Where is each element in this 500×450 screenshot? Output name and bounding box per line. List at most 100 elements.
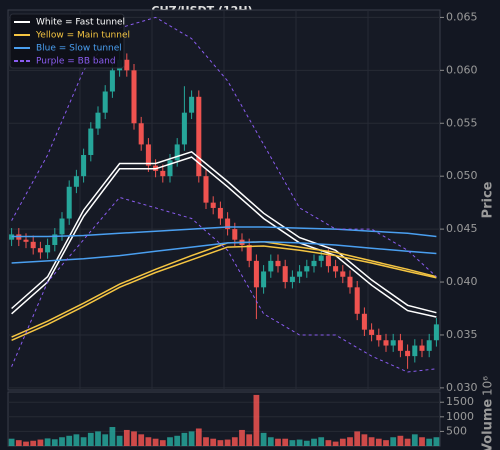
overlay-line — [11, 245, 437, 341]
volume-bar — [203, 437, 209, 446]
candle-body — [369, 329, 375, 335]
candle-body — [376, 334, 382, 341]
volume-bar — [253, 394, 260, 446]
volume-bar — [210, 438, 217, 446]
candle-body — [311, 260, 317, 267]
candle-body — [88, 128, 94, 156]
y-tick-label: 0.050 — [446, 169, 478, 182]
volume-bar — [433, 437, 440, 446]
volume-bar — [109, 427, 116, 446]
volume-bar — [368, 437, 375, 446]
volume-offset: 10⁶ — [481, 376, 495, 396]
y-tick-label: 0.065 — [446, 10, 478, 23]
volume-bar — [318, 437, 325, 446]
candle-body — [95, 112, 101, 129]
candle-body — [318, 255, 324, 261]
volume-bar — [30, 440, 37, 446]
candle-body — [289, 276, 295, 283]
overlay-line — [11, 226, 437, 238]
candle-body — [347, 276, 353, 288]
candle-body — [145, 144, 151, 166]
volume-bar — [246, 434, 253, 446]
volume-bar — [217, 440, 224, 446]
candle-body — [174, 144, 180, 161]
candle-body — [297, 271, 303, 277]
volume-bar — [37, 439, 44, 446]
candle-body — [246, 244, 252, 261]
candle-body — [45, 244, 51, 253]
volume-bar — [87, 432, 94, 446]
overlay-line — [11, 156, 437, 318]
volume-bar — [181, 432, 188, 446]
volume-bar — [311, 438, 317, 446]
candle-body — [225, 218, 231, 230]
volume-tick-label: 500 — [446, 424, 467, 437]
volume-bar — [231, 437, 238, 446]
candle-body — [433, 324, 439, 341]
volume-bar — [275, 438, 281, 446]
candle-body — [30, 241, 36, 249]
candle-body — [325, 255, 331, 267]
volume-bar — [174, 435, 181, 446]
candle-body — [167, 160, 173, 177]
volume-bar — [23, 441, 29, 446]
volume-bar — [404, 438, 411, 446]
volume-bar — [116, 435, 123, 446]
volume-bar — [426, 438, 433, 446]
volume-tick-label: 1000 — [446, 410, 474, 423]
y-tick-label: 0.040 — [446, 275, 478, 288]
candle-body — [390, 340, 396, 346]
volume-bar — [419, 437, 425, 446]
y-tick-label: 0.030 — [446, 381, 478, 394]
volume-bar — [131, 431, 137, 446]
volume-axis-label: Volume — [481, 399, 496, 450]
candle-body — [102, 91, 108, 113]
volume-bar — [224, 439, 231, 446]
candle-body — [160, 170, 166, 177]
volume-bar — [102, 434, 109, 446]
volume-bar — [73, 434, 80, 446]
volume-bar — [375, 438, 382, 446]
candle-body — [131, 70, 137, 124]
candle-body — [333, 266, 339, 272]
volume-tick-label: 1500 — [446, 395, 474, 408]
candle-body — [268, 260, 274, 272]
volume-bar — [80, 437, 87, 446]
volume-bar — [282, 438, 289, 446]
candle-body — [73, 176, 79, 187]
legend-label: Yellow = Main tunnel — [35, 31, 130, 41]
volume-bar — [15, 440, 22, 446]
volume-bar — [159, 440, 166, 446]
volume-bar — [44, 438, 51, 446]
volume-bar — [325, 440, 332, 446]
candle-body — [405, 350, 411, 357]
candle-body — [282, 266, 288, 283]
candle-body — [66, 186, 72, 219]
volume-bar — [152, 438, 159, 446]
y-tick-label: 0.055 — [446, 116, 478, 129]
y-tick-label: 0.045 — [446, 222, 478, 235]
candle-body — [412, 345, 418, 357]
volume-bar — [303, 440, 310, 446]
volume-bar — [66, 435, 73, 446]
overlay-line — [11, 150, 437, 314]
volume-bar — [167, 437, 173, 446]
candle-body — [354, 287, 360, 314]
candle-body — [217, 207, 223, 219]
volume-bar — [361, 434, 368, 446]
legend-label: Blue = Slow tunnel — [36, 44, 122, 54]
candle-body — [124, 59, 130, 71]
volume-bar — [397, 435, 404, 446]
volume-bar — [188, 431, 195, 446]
legend-label: White = Fast tunnel — [36, 18, 125, 28]
candle-body — [340, 271, 346, 277]
candle-body — [23, 239, 29, 242]
volume-bar — [411, 434, 418, 446]
candle-body — [232, 229, 238, 240]
candle-body — [181, 112, 187, 145]
candle-body — [52, 234, 58, 245]
candle-body — [261, 271, 267, 288]
volume-bar — [195, 428, 202, 446]
candle-body — [419, 345, 425, 351]
